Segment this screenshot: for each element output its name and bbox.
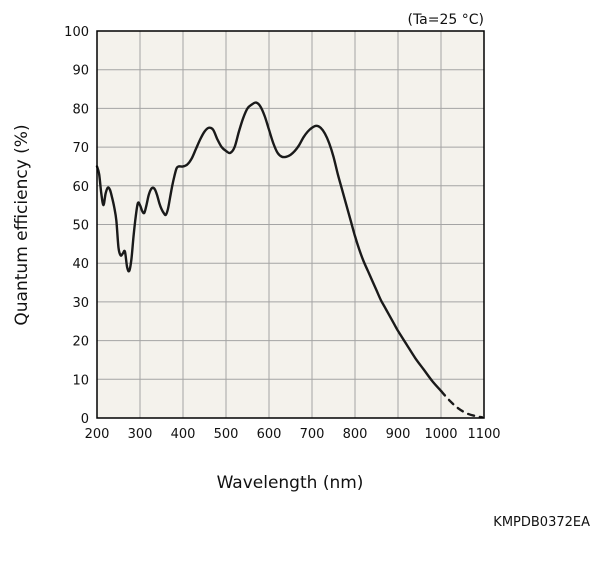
figure-code: KMPDB0372EA [493, 515, 590, 530]
x-tick-label-1000: 1000 [424, 427, 457, 442]
x-tick-label-400: 400 [171, 427, 196, 442]
y-tick-label-40: 40 [72, 257, 89, 272]
x-axis-title: Wavelength (nm) [217, 473, 364, 493]
y-tick-label-100: 100 [64, 25, 89, 40]
series-line-dashed-1 [439, 389, 484, 419]
y-tick-label-80: 80 [72, 102, 89, 117]
y-axis-title: Quantum efficiency (%) [12, 124, 32, 325]
x-tick-label-600: 600 [257, 427, 282, 442]
series-line-0 [95, 101, 443, 393]
x-tick-label-1100: 1100 [467, 427, 500, 442]
x-tick-label-900: 900 [386, 427, 411, 442]
y-tick-label-90: 90 [72, 64, 89, 79]
x-tick-label-300: 300 [128, 427, 153, 442]
y-tick-label-60: 60 [72, 180, 89, 195]
y-tick-label-70: 70 [72, 141, 89, 156]
grid [97, 31, 484, 418]
y-tick-label-30: 30 [72, 296, 89, 311]
tick-labels: 200 300 400 500 600 700 800 900 1000 1100 0 10 20 30 4… [64, 25, 500, 442]
y-tick-label-20: 20 [72, 335, 89, 350]
condition-note: (Ta=25 °C) [407, 12, 484, 28]
x-tick-label-800: 800 [343, 427, 368, 442]
x-tick-label-500: 500 [214, 427, 239, 442]
y-tick-label-10: 10 [72, 373, 89, 388]
x-tick-label-700: 700 [300, 427, 325, 442]
x-tick-label-200: 200 [85, 427, 110, 442]
y-tick-label-50: 50 [72, 219, 89, 234]
y-tick-label-0: 0 [81, 412, 89, 427]
series-layer [95, 101, 484, 419]
plot-frame [96, 30, 485, 419]
